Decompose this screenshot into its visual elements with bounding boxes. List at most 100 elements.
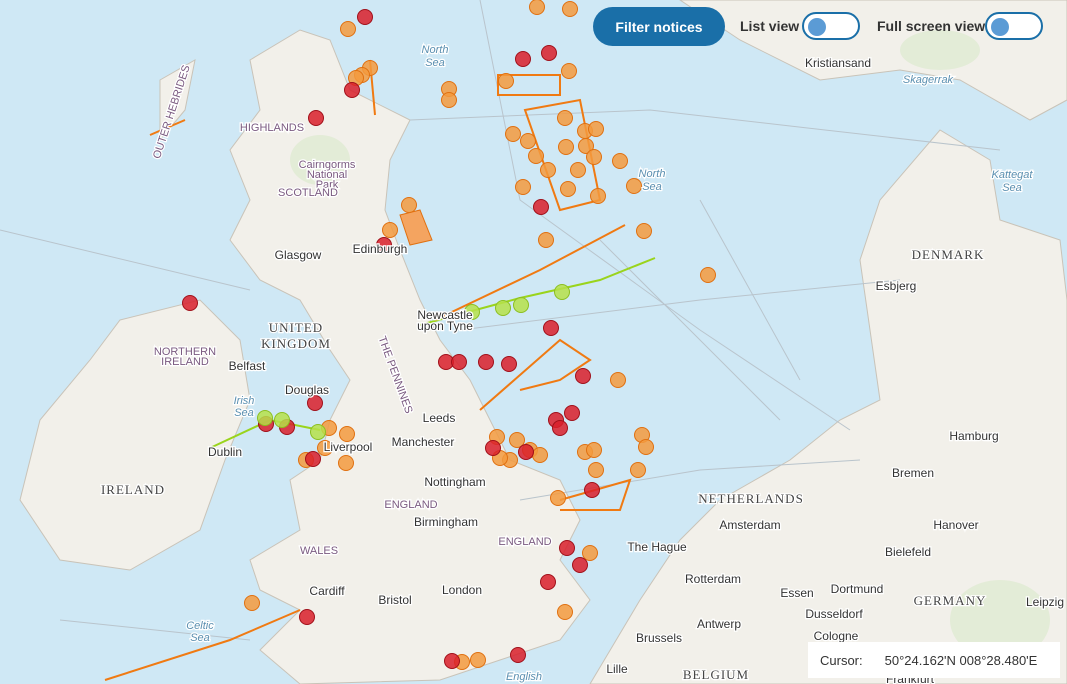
notice-marker (299, 609, 315, 625)
notice-marker (310, 424, 326, 440)
place-label: Sea (425, 57, 445, 69)
notice-marker (308, 110, 324, 126)
notice-marker (559, 540, 575, 556)
place-label: Rotterdam (685, 572, 741, 586)
notice-marker (590, 188, 606, 204)
notice-marker (550, 490, 566, 506)
notice-marker (339, 426, 355, 442)
notice-marker (307, 395, 323, 411)
list-view-toggle[interactable] (802, 12, 860, 40)
place-label: Dusseldorf (805, 607, 863, 621)
place-label: Edinburgh (353, 242, 408, 256)
place-label: DENMARK (912, 247, 985, 262)
notice-marker (575, 368, 591, 384)
place-label: Celtic (186, 620, 214, 632)
place-label: Sea (642, 181, 662, 193)
notice-marker (572, 557, 588, 573)
notice-marker (382, 222, 398, 238)
place-label: Hanover (933, 518, 978, 532)
notice-marker (528, 148, 544, 164)
place-label: Dublin (208, 445, 242, 459)
place-label: Sea (1002, 182, 1022, 194)
place-label: The Hague (627, 540, 687, 554)
place-label: Lille (606, 662, 628, 676)
place-label: Nottingham (424, 475, 485, 489)
notice-marker (317, 440, 333, 456)
notice-marker (470, 652, 486, 668)
cursor-value: 50°24.162'N 008°28.480'E (884, 652, 1038, 668)
cables (0, 0, 1001, 641)
place-label: IRELAND (161, 356, 209, 368)
place-label: National (307, 169, 347, 181)
place-label: Newcastle (417, 308, 473, 322)
notice-marker (554, 284, 570, 300)
place-label: Kattegat (992, 169, 1034, 181)
notice-marker (357, 9, 373, 25)
place-label: upon Tyne (417, 319, 473, 333)
notice-marker (182, 295, 198, 311)
notice-marker (557, 110, 573, 126)
place-label: NORTHERN (154, 346, 216, 358)
place-label: Hamburg (949, 429, 998, 443)
place-label: Park (316, 179, 339, 191)
full-screen-label: Full screen view (877, 18, 986, 34)
notice-marker (338, 455, 354, 471)
notice-marker (464, 304, 480, 320)
place-label: Sea (190, 632, 210, 644)
notice-marker (612, 153, 628, 169)
place-label: Cairngorms (299, 159, 356, 171)
place-label: GERMANY (914, 593, 987, 608)
place-label: English (506, 671, 542, 683)
filter-button[interactable]: Filter notices (593, 7, 725, 46)
place-label: Amsterdam (719, 518, 780, 532)
notice-marker (543, 320, 559, 336)
place-label: UNITED (269, 320, 323, 335)
notice-markers (182, 0, 716, 670)
place-label: WALES (300, 545, 338, 557)
notice-marker (532, 447, 548, 463)
notice-marker (533, 199, 549, 215)
place-label: Bremen (892, 466, 934, 480)
notice-marker (274, 412, 290, 428)
notice-marker (636, 223, 652, 239)
land (19, 0, 1067, 684)
place-label: Sea (234, 407, 254, 419)
notice-marker (541, 45, 557, 61)
place-label: BELGIUM (683, 667, 749, 682)
place-label: Leeds (423, 411, 456, 425)
notice-marker (538, 232, 554, 248)
place-label: Belfast (229, 359, 266, 373)
notice-area (399, 209, 433, 246)
place-label: Manchester (392, 435, 455, 449)
notice-marker (584, 482, 600, 498)
notice-marker (588, 121, 604, 137)
place-label: Bielefeld (885, 545, 931, 559)
notice-marker (501, 356, 517, 372)
place-label: North (422, 44, 449, 56)
place-label: Cologne (814, 629, 859, 643)
place-label: Liverpool (324, 440, 373, 454)
notice-marker (376, 237, 392, 253)
notice-marker (638, 439, 654, 455)
notice-marker (510, 647, 526, 663)
notice-marker (444, 653, 460, 669)
notice-marker (578, 138, 594, 154)
place-label: Cardiff (309, 584, 345, 598)
notice-marker (610, 372, 626, 388)
place-label: Skagerrak (903, 74, 954, 86)
coastline-blocks (290, 30, 1050, 660)
notice-marker (700, 267, 716, 283)
place-label: Dortmund (831, 582, 884, 596)
notice-marker (485, 440, 501, 456)
notice-marker (562, 1, 578, 17)
notice-marker (626, 178, 642, 194)
place-label: NETHERLANDS (698, 491, 804, 506)
notice-marker (540, 162, 556, 178)
notice-marker (441, 92, 457, 108)
notice-marker (570, 162, 586, 178)
notice-marker (305, 451, 321, 467)
full-screen-toggle[interactable] (985, 12, 1043, 40)
notice-marker (509, 432, 525, 448)
notice-marker (340, 21, 356, 37)
